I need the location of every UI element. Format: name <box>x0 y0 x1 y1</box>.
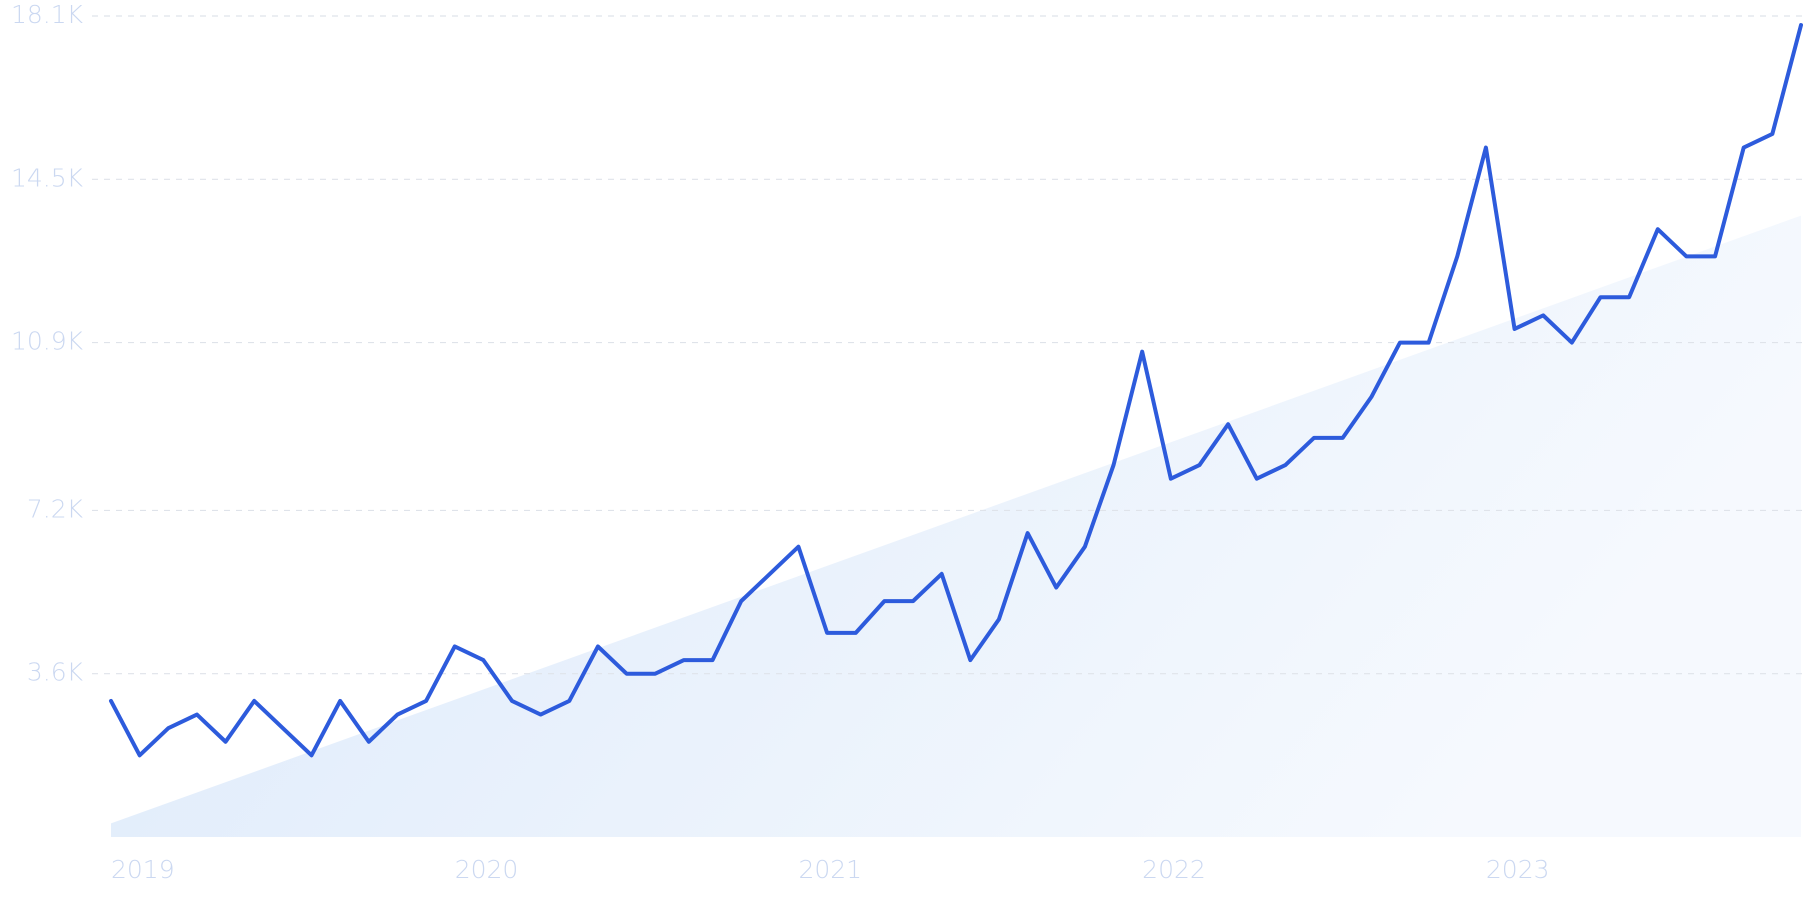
y-tick-label: 3.6K <box>27 658 84 687</box>
y-tick-label: 10.9K <box>11 327 84 356</box>
y-tick-label: 7.2K <box>27 494 84 523</box>
trend-area <box>111 215 1801 838</box>
y-tick-label: 18.1K <box>11 0 84 29</box>
x-tick-label: 2021 <box>798 855 862 884</box>
x-tick-label: 2019 <box>111 855 175 884</box>
y-tick-label: 14.5K <box>11 163 84 192</box>
series-line <box>109 23 1803 758</box>
x-tick-label: 2020 <box>455 855 519 884</box>
x-tick-label: 2022 <box>1142 855 1206 884</box>
x-tick-label: 2023 <box>1486 855 1550 884</box>
